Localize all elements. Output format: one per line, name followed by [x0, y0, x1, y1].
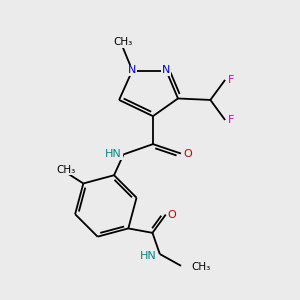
- Text: F: F: [228, 115, 235, 125]
- Text: CH₃: CH₃: [56, 165, 75, 175]
- Text: N: N: [162, 65, 170, 76]
- Text: O: O: [168, 210, 177, 220]
- Text: N: N: [128, 65, 136, 76]
- Text: F: F: [228, 75, 235, 85]
- Text: CH₃: CH₃: [114, 37, 133, 47]
- Text: CH₃: CH₃: [191, 262, 211, 272]
- Text: O: O: [183, 148, 192, 158]
- Text: HN: HN: [140, 250, 156, 260]
- Text: HN: HN: [105, 149, 122, 159]
